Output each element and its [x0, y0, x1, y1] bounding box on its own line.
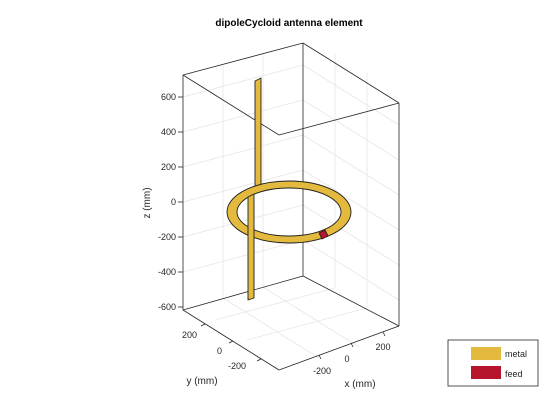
legend: metal feed — [447, 339, 539, 387]
z-tick-label: 0 — [171, 197, 176, 207]
x-tick-label: -200 — [313, 366, 331, 376]
z-tick-label: 200 — [161, 162, 176, 172]
figure-title: dipoleCycloid antenna element — [215, 18, 363, 29]
axes-box — [182, 42, 400, 371]
y-axis: 200 0 -200 y (mm) — [182, 323, 262, 387]
cycloid-loop — [226, 180, 352, 244]
y-tick-label: 0 — [217, 346, 222, 356]
legend-label-feed: feed — [505, 369, 523, 379]
legend-swatch-metal — [471, 347, 501, 360]
legend-swatch-feed — [471, 366, 501, 379]
x-tick-label: 0 — [344, 354, 349, 364]
legend-box — [447, 339, 539, 387]
z-tick-label: -200 — [158, 232, 176, 242]
feed-port — [318, 229, 329, 240]
z-tick-label: 600 — [161, 92, 176, 102]
upper-dipole-arm — [254, 77, 262, 194]
x-tick-label: 200 — [375, 342, 390, 352]
lower-dipole-arm — [247, 193, 255, 301]
y-tick-label: 200 — [182, 330, 197, 340]
legend-label-metal: metal — [505, 349, 527, 359]
z-axis-label: z (mm) — [142, 187, 153, 218]
z-axis: 600 400 200 0 -200 -400 -600 z (mm) — [142, 92, 183, 312]
y-tick-label: -200 — [228, 361, 246, 371]
antenna-element — [226, 77, 352, 301]
y-axis-label: y (mm) — [186, 376, 217, 387]
z-tick-label: -400 — [158, 267, 176, 277]
grid-lines — [182, 53, 400, 359]
x-axis-label: x (mm) — [344, 379, 375, 390]
x-axis: -200 0 200 x (mm) — [313, 331, 391, 390]
z-tick-label: -600 — [158, 302, 176, 312]
z-tick-label: 400 — [161, 127, 176, 137]
